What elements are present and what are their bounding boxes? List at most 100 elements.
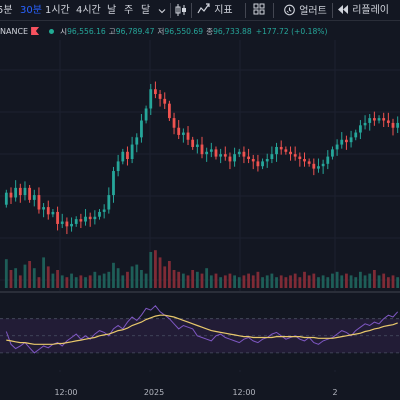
volume-bar <box>349 275 353 288</box>
indicators-button[interactable]: 지표 <box>197 3 233 18</box>
layout-icon[interactable] <box>253 3 265 18</box>
candle-body <box>228 156 232 162</box>
volume-bar <box>335 271 339 288</box>
rsi-ma-line <box>6 314 398 345</box>
volume-bar <box>135 264 139 288</box>
volume-bar <box>396 277 400 288</box>
replay-button[interactable]: 리플레이 <box>337 3 389 18</box>
volume-bar <box>237 277 241 288</box>
interval-week[interactable]: 주 <box>124 5 134 16</box>
candle-body <box>275 146 278 155</box>
low-value: 96,550.69 <box>164 27 204 36</box>
candle-body <box>18 187 22 196</box>
volume-bar <box>126 271 129 288</box>
volume-bar <box>46 266 50 288</box>
candle-body <box>154 89 157 95</box>
candle-body <box>65 221 69 227</box>
volume-bar <box>102 273 106 288</box>
top-toolbar: 5분 30분 1시간 4시간 날 주 달 지표 얼러트 리플레이 <box>0 0 400 21</box>
volume-bar <box>70 273 73 288</box>
volume-bar <box>219 277 223 288</box>
exchange-name[interactable]: NANCE <box>0 27 29 36</box>
rsi-line <box>5 305 399 354</box>
volume-bar <box>144 273 148 288</box>
volume-bar <box>372 270 376 288</box>
candle-body <box>144 108 148 121</box>
candle-body <box>359 125 362 133</box>
volume-bar <box>359 271 362 288</box>
candle-body <box>247 156 250 159</box>
candle-body <box>279 146 283 150</box>
candle-body <box>135 137 139 145</box>
volume-bar <box>345 273 348 288</box>
chevron-down-icon[interactable] <box>158 3 166 18</box>
candle-body <box>126 151 129 159</box>
volume-bar <box>386 277 390 288</box>
candle-icon[interactable] <box>175 3 187 18</box>
interval-month[interactable]: 달 <box>141 5 151 16</box>
candle-body <box>321 163 325 167</box>
candle-body <box>214 149 218 157</box>
candle-body <box>121 151 125 162</box>
candle-body <box>79 219 83 222</box>
volume-bar <box>177 271 181 288</box>
time-label: 12:00 <box>232 388 255 397</box>
candle-body <box>209 149 213 152</box>
volume-bar <box>181 273 185 288</box>
volume-bar <box>312 273 316 288</box>
candle-body <box>51 211 55 215</box>
candle-body <box>345 139 348 143</box>
volume-bar <box>293 273 297 288</box>
candle-body <box>181 132 185 135</box>
volume-bar <box>205 268 209 288</box>
volume-bar <box>363 275 367 288</box>
volume-bar <box>317 277 320 288</box>
candle-body <box>112 171 115 196</box>
volume-bar <box>51 273 55 288</box>
candle-body <box>317 166 320 169</box>
candle-body <box>396 122 400 128</box>
volume-bar <box>79 275 83 288</box>
volume-bar <box>32 268 36 288</box>
time-label: 2 <box>332 388 337 397</box>
candle-body <box>284 149 288 152</box>
candle-body <box>28 187 32 200</box>
interval-30m[interactable]: 30분 <box>20 5 42 16</box>
interval-5m[interactable]: 5분 <box>0 5 13 16</box>
high-label: 고 <box>108 27 116 36</box>
volume-bar <box>140 270 143 288</box>
candle-body <box>37 195 41 210</box>
alert-button[interactable]: 얼러트 <box>283 3 327 18</box>
high-value: 96,789.47 <box>115 27 155 36</box>
candle-body <box>158 94 162 99</box>
candle-body <box>331 149 334 157</box>
volume-bar <box>251 275 255 288</box>
toolbar-divider <box>191 3 192 18</box>
volume-bar <box>158 257 162 288</box>
volume-bar <box>74 277 78 288</box>
interval-4h[interactable]: 4시간 <box>76 5 101 16</box>
volume-bar <box>275 277 278 288</box>
interval-1h[interactable]: 1시간 <box>45 5 70 16</box>
volume-bar <box>284 277 288 288</box>
volume-bar <box>23 264 27 288</box>
candle-body <box>200 144 204 155</box>
open-label: 시 <box>60 27 68 36</box>
candle-body <box>391 122 395 128</box>
volume-bar <box>303 271 306 288</box>
volume-bar <box>256 271 260 288</box>
volume-bars <box>4 250 400 288</box>
volume-bar <box>377 275 381 288</box>
volume-bar <box>326 277 330 288</box>
candle-body <box>298 156 302 159</box>
volume-bar <box>214 273 218 288</box>
volume-bar <box>195 271 199 288</box>
low-label: 저 <box>157 27 165 36</box>
volume-bar <box>60 275 64 288</box>
volume-bar <box>121 275 125 288</box>
candle-body <box>340 139 344 145</box>
candle-body <box>102 209 106 212</box>
interval-day[interactable]: 날 <box>107 5 117 16</box>
